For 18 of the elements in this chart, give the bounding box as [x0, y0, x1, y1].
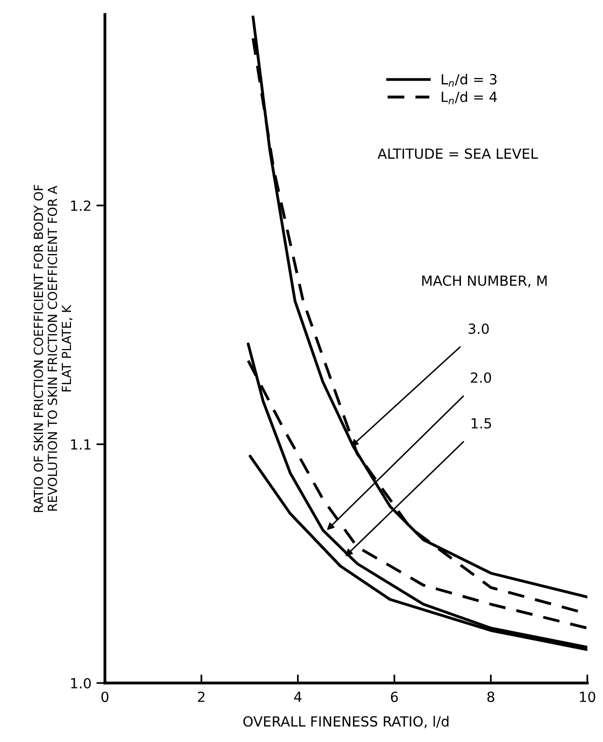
- x-tick-label: 2: [198, 692, 204, 702]
- annotation: 1.5: [472, 418, 492, 429]
- y-tick-label: 1.0: [71, 678, 91, 688]
- x-tick-label: 10: [580, 692, 596, 702]
- y-axis-title: RATIO OF SKIN FRICTION COEFFICIENT FOR BODY OF REVOLUTION TO SKIN FRICTION COEFFICIENT FOR A FLAT PLATE, K: [34, 184, 72, 512]
- annotation: MACH NUMBER, M: [422, 275, 547, 288]
- legend-label: L$_{n}$/d = 4: [442, 91, 497, 104]
- y-tick-label: 1.2: [71, 200, 90, 211]
- legend-label: L$_{n}$/d = 3: [442, 74, 497, 87]
- y-tick-label: 1.1: [71, 439, 90, 450]
- x-tick-label: 0: [101, 692, 108, 702]
- x-tick-label: 6: [390, 692, 398, 702]
- annotation: ALTITUDE = SEA LEVEL: [378, 148, 538, 159]
- x-tick-label: 4: [294, 692, 302, 702]
- x-axis-title: OVERALL FINENESS RATIO, l/d: [243, 716, 448, 728]
- x-tick-label: 8: [487, 692, 494, 702]
- annotation: 2.0: [470, 372, 492, 383]
- annotation: 3.0: [468, 323, 489, 334]
